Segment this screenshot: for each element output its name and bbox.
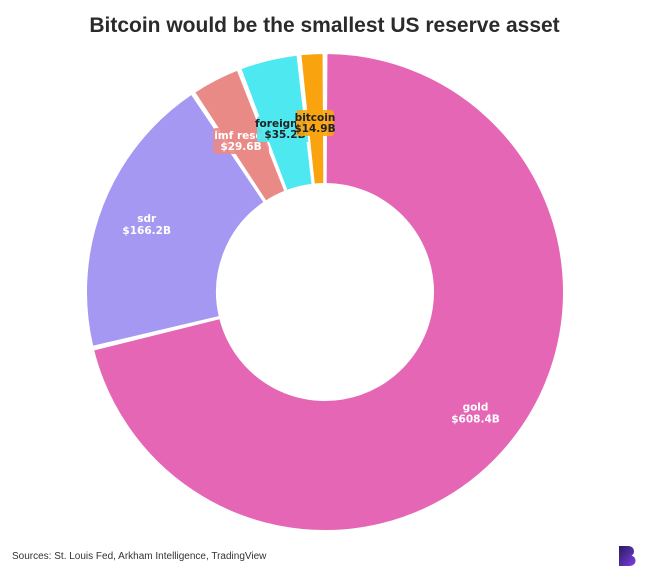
slice-label-imf-reserve: imf reser$29.6B [213,128,269,154]
slice-sdr [85,92,267,349]
slice-label-gold: gold [463,401,489,413]
slice-gold [91,51,565,532]
svg-text:imf reser: imf reser [214,130,268,142]
slice-value-sdr: $166.2B [122,225,171,237]
svg-text:$14.9B: $14.9B [294,123,335,135]
svg-text:bitcoin: bitcoin [295,112,336,124]
chart-title: Bitcoin would be the smallest US reserve… [89,14,560,37]
brand-logo-icon [619,546,636,566]
slice-label-sdr: sdr [137,213,157,225]
slice-label-bitcoin: bitcoin$14.9B [294,110,336,136]
svg-text:$35.2B: $35.2B [264,129,305,141]
svg-text:$29.6B: $29.6B [220,141,261,153]
source-note: Sources: St. Louis Fed, Arkham Intellige… [12,551,267,562]
slice-value-gold: $608.4B [451,413,500,425]
